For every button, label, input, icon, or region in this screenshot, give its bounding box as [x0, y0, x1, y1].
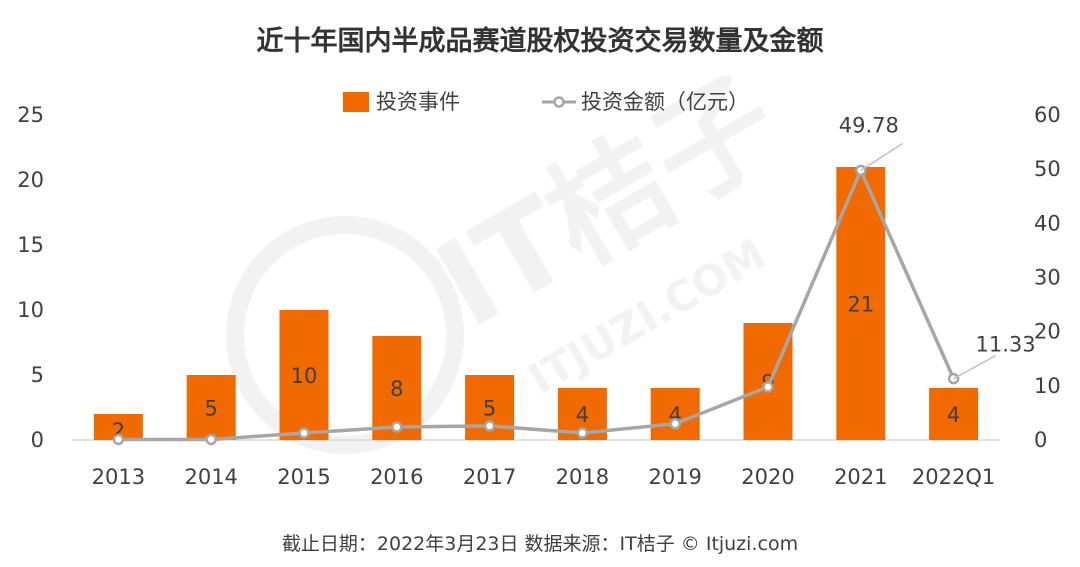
legend-bar-label: 投资事件: [376, 90, 460, 114]
x-tick-label: 2019: [648, 465, 701, 489]
y-left-tick-label: 15: [17, 233, 44, 257]
chart-title: 近十年国内半成品赛道股权投资交易数量及金额: [257, 25, 824, 57]
legend-line-label: 投资金额（亿元）: [581, 90, 749, 114]
bar-2019: [650, 388, 700, 440]
bar-2014: [186, 375, 236, 440]
y-right-tick-label: 10: [1034, 374, 1061, 398]
line-point-2015: [298, 427, 310, 439]
line-point-2013: [112, 433, 125, 446]
y-left-tick-label: 5: [31, 363, 44, 387]
y-left-tick-label: 10: [17, 298, 44, 322]
x-axis: 2013 2014 2015 2016 2017 2018 2019 2020 2021 2022…: [92, 465, 996, 489]
line-label-leader-2021: [860, 142, 904, 171]
line-point-2014: [205, 433, 217, 446]
bar-label-2017: 5: [483, 397, 496, 421]
y-left-tick-label: 25: [17, 103, 44, 127]
line-point-2016: [391, 421, 403, 433]
x-tick-label: 2020: [741, 465, 794, 489]
bar-label-2016: 8: [390, 377, 403, 401]
x-tick-label: 2013: [92, 465, 145, 489]
legend-line-marker: [553, 96, 565, 108]
bar-label-2018: 4: [576, 403, 589, 427]
line-point-2017: [483, 420, 496, 432]
line-label-2022Q1: 11.33: [976, 333, 1036, 357]
line-path: [118, 168, 956, 442]
bar-2015: [279, 310, 329, 440]
line-series: 49.78 11.33: [112, 113, 1036, 446]
x-tick-label: 2021: [834, 465, 887, 489]
bar-label-2021: 21: [847, 293, 874, 317]
x-tick-label: 2018: [556, 465, 609, 489]
line-label-2021: 49.78: [839, 113, 899, 137]
line-label-leader-2022Q1: [953, 354, 996, 380]
x-tick-label: 2014: [184, 465, 237, 489]
x-tick-label: 2022Q1: [912, 465, 995, 489]
bar-label-2014: 5: [205, 397, 218, 421]
line-point-2019: [669, 418, 681, 430]
x-tick-label: 2017: [463, 465, 516, 489]
bar-label-2015: 10: [291, 364, 318, 388]
y-axis-right: 0 10 20 30 40 50 60: [1034, 103, 1061, 452]
y-right-tick-label: 50: [1034, 157, 1061, 181]
x-tick-label: 2016: [370, 465, 423, 489]
legend: 投资事件 投资金额（亿元）: [343, 90, 749, 114]
y-right-tick-label: 40: [1034, 211, 1061, 235]
y-right-tick-label: 20: [1034, 320, 1061, 344]
y-right-tick-label: 0: [1034, 428, 1047, 452]
y-left-tick-label: 0: [31, 428, 44, 452]
x-tick-label: 2015: [277, 465, 330, 489]
footer-source: 截止日期：2022年3月23日 数据来源：IT桔子 © Itjuzi.com: [282, 533, 798, 555]
y-left-tick-label: 20: [17, 168, 44, 192]
line-point-2020: [762, 381, 774, 393]
bar-2022Q1: [929, 388, 979, 440]
y-axis-left: 0 5 10 15 20 25: [17, 103, 44, 452]
line-point-2018: [576, 427, 589, 439]
watermark-logo-circle: [226, 216, 464, 454]
legend-bar-swatch: [343, 92, 369, 112]
y-right-tick-label: 60: [1034, 103, 1061, 127]
bar-label-2022Q1: 4: [947, 403, 960, 427]
y-right-tick-label: 30: [1034, 266, 1061, 290]
